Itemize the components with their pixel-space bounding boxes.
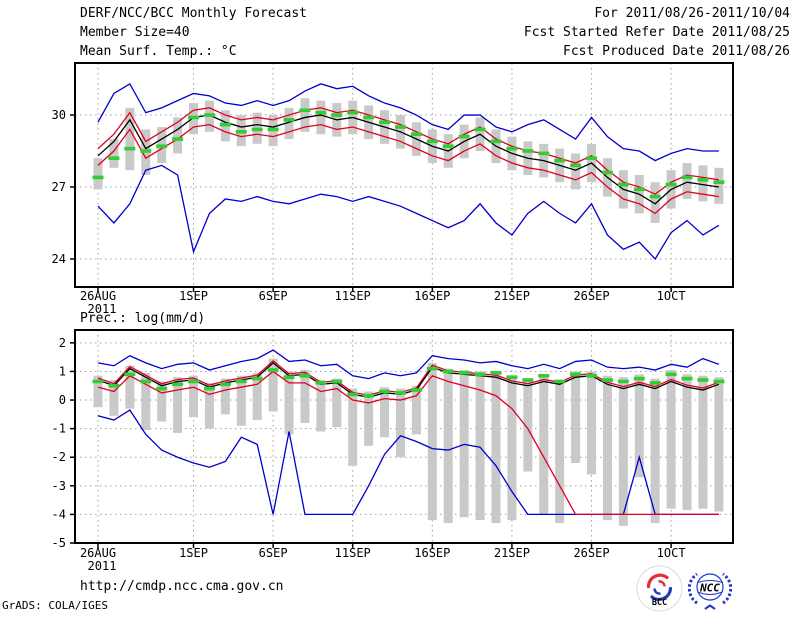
temperature-ensemble-max-line (97, 82, 719, 162)
svg-text:26AUG: 26AUG (80, 546, 116, 560)
page-title: DERF/NCC/BCC Monthly Forecast (80, 6, 307, 21)
refer-date-label: Fcst Started Refer Date 2011/08/25 (523, 25, 790, 40)
ncc-logo-label: NCC (699, 582, 720, 595)
temperature-chart: 24 27 30 26AUG 1SEP 6SEP 11SEP 16SEP 21SEP 26SEP 1… (52, 62, 734, 316)
svg-text:21SEP: 21SEP (494, 289, 530, 303)
svg-text:27: 27 (52, 180, 66, 194)
svg-text:2011: 2011 (88, 302, 117, 316)
svg-text:1OCT: 1OCT (657, 546, 686, 560)
svg-text:1: 1 (59, 364, 66, 378)
grads-credit: GrADS: COLA/IGES (2, 599, 108, 612)
temperature-lower-spread-line (97, 123, 719, 215)
svg-text:16SEP: 16SEP (414, 546, 450, 560)
svg-text:1SEP: 1SEP (179, 289, 208, 303)
precip-chart-title: Prec.: log(mm/d) (80, 311, 206, 326)
svg-text:6SEP: 6SEP (259, 289, 288, 303)
chart-header-left: DERF/NCC/BCC Monthly Forecast Member Siz… (80, 4, 307, 61)
temperature-upper-spread-line (97, 107, 719, 195)
bcc-logo-label: BCC (652, 598, 667, 608)
ncc-logo: NCC (688, 572, 732, 610)
svg-text:2: 2 (59, 336, 66, 350)
temp-chart-title: Mean Surf. Temp.: °C (80, 44, 237, 59)
forecast-period-label: For 2011/08/26-2011/10/04 (594, 6, 790, 21)
member-size-label: Member Size=40 (80, 25, 190, 40)
precipitation-ensemble-max-line (97, 349, 720, 380)
svg-text:24: 24 (52, 252, 66, 266)
svg-text:11SEP: 11SEP (335, 289, 371, 303)
svg-text:26SEP: 26SEP (573, 546, 609, 560)
svg-text:26SEP: 26SEP (573, 289, 609, 303)
footer-logos: BCC NCC (636, 565, 732, 612)
website-url: http://cmdp.ncc.cma.gov.cn (80, 579, 284, 594)
svg-text:2011: 2011 (88, 559, 117, 573)
svg-text:-1: -1 (52, 422, 66, 436)
svg-text:21SEP: 21SEP (494, 546, 530, 560)
svg-text:6SEP: 6SEP (259, 546, 288, 560)
precipitation-ensemble-mean-line (97, 362, 720, 398)
temperature-ensemble-min-line (97, 164, 720, 261)
svg-text:30: 30 (52, 108, 66, 122)
svg-text:1SEP: 1SEP (179, 546, 208, 560)
precipitation-lower-spread-line (97, 370, 719, 516)
svg-text:-3: -3 (52, 479, 66, 493)
svg-text:16SEP: 16SEP (414, 289, 450, 303)
precipitation-chart: 2 1 0 -1 -2 -3 -4 -5 26AUG 1SEP 6SEP 11SEP 16SEP 21SE… (52, 329, 734, 573)
chart-header-right: For 2011/08/26-2011/10/04 Fcst Started R… (524, 4, 790, 61)
svg-text:11SEP: 11SEP (335, 546, 371, 560)
precipitation-upper-spread-line (97, 360, 720, 396)
svg-text:-5: -5 (52, 536, 66, 550)
temperature-ensemble-mean-line (97, 114, 719, 205)
produced-date-label: Fcst Produced Date 2011/08/26 (563, 44, 790, 59)
svg-text:-2: -2 (52, 450, 66, 464)
svg-text:1OCT: 1OCT (657, 289, 686, 303)
svg-text:-4: -4 (52, 507, 66, 521)
svg-text:0: 0 (59, 393, 66, 407)
bcc-logo: BCC (636, 565, 683, 612)
svg-text:26AUG: 26AUG (80, 289, 116, 303)
